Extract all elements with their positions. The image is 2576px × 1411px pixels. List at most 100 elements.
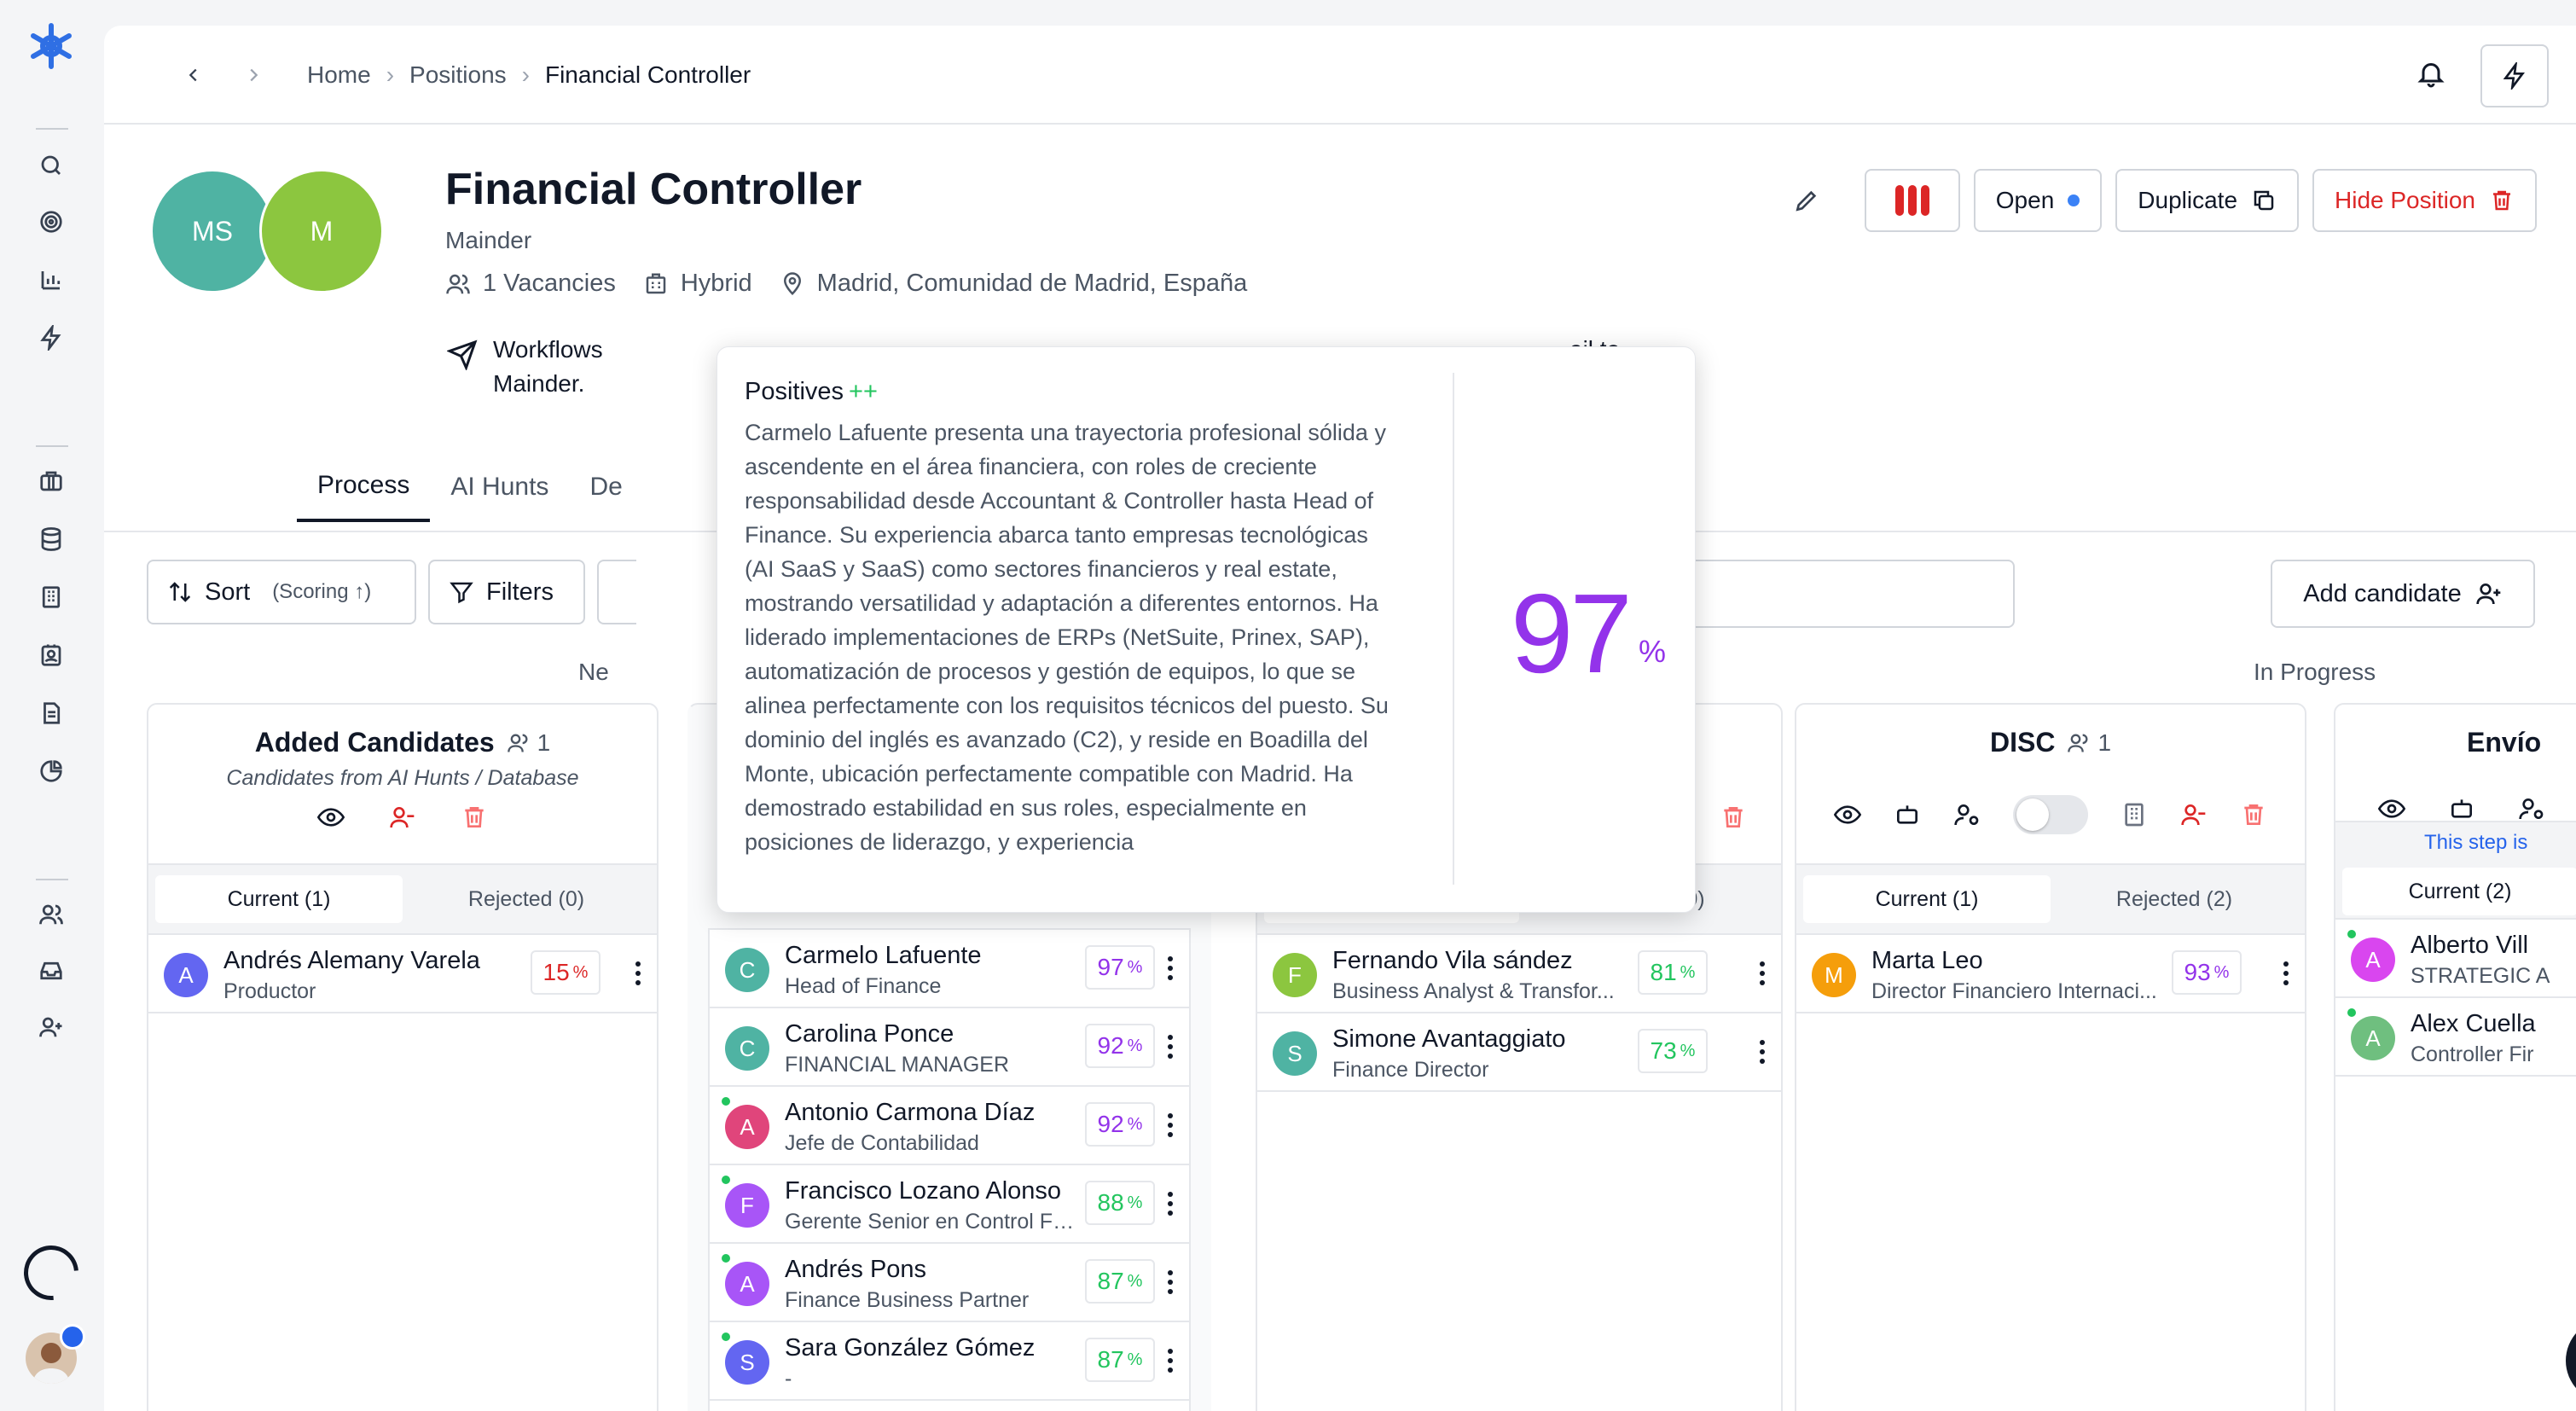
remove-user-icon[interactable]	[2180, 801, 2208, 828]
copy-icon	[2254, 190, 2274, 211]
candidate-role: STRATEGIC A	[2411, 964, 2550, 988]
breadcrumb-home[interactable]: Home	[307, 61, 371, 88]
users-icon	[446, 274, 470, 293]
candidate-row[interactable]: M Marta Leo Director Financiero Internac…	[1796, 935, 2305, 1013]
page-title: Financial Controller	[445, 165, 862, 214]
duplicate-button[interactable]: Duplicate	[2115, 169, 2300, 232]
kebab-menu-icon[interactable]	[2283, 961, 2289, 986]
pipeline-column-envio: Envío This step is Current (2) A Alberto…	[2334, 703, 2576, 1411]
users-icon	[507, 734, 528, 752]
candidate-role: Finance Business Partner	[785, 1288, 1030, 1312]
candidate-row[interactable]: A Antonio Carmona Díaz Jefe de Contabilida…	[710, 1087, 1189, 1165]
candidate-row[interactable]: C Carmelo Lafuente Head of Finance 97%	[710, 930, 1189, 1008]
owner-avatar: M	[259, 169, 384, 293]
candidate-row[interactable]: S Sara González Gómez - 87%	[710, 1322, 1189, 1401]
column-title: DISC	[1989, 727, 2056, 758]
send-icon	[447, 340, 478, 370]
building-icon[interactable]	[36, 582, 67, 613]
tab-rejected[interactable]: Rejected (0)	[467, 886, 585, 911]
column-title: Added Candidates	[254, 727, 495, 758]
breadcrumb-positions[interactable]: Positions	[409, 61, 507, 88]
kebab-menu-icon[interactable]	[1167, 955, 1174, 981]
score-badge: 81%	[1638, 950, 1708, 995]
add-user-icon[interactable]	[36, 1012, 67, 1042]
tab-rejected[interactable]: Rejected (2)	[2115, 886, 2233, 911]
document-icon[interactable]	[36, 698, 67, 729]
status-button[interactable]: Open	[1973, 169, 2103, 232]
pipeline-view-button[interactable]	[1864, 169, 1960, 232]
add-candidate-label: Add candidate	[2303, 579, 2462, 607]
users-icon[interactable]	[36, 899, 67, 930]
candidate-row[interactable]: A Alberto Vill STRATEGIC A	[2335, 920, 2576, 998]
inbox-icon[interactable]	[36, 955, 67, 986]
user-avatar[interactable]	[26, 1333, 77, 1384]
chart-icon[interactable]	[36, 264, 67, 295]
candidate-name: Antonio Carmona Díaz	[785, 1099, 1036, 1126]
back-chevron-icon[interactable]	[164, 66, 223, 84]
tab-current[interactable]: Current (1)	[1803, 875, 2051, 923]
kebab-menu-icon[interactable]	[1167, 1269, 1174, 1295]
database-icon[interactable]	[36, 524, 67, 555]
add-candidate-button[interactable]: Add candidate	[2271, 560, 2535, 628]
candidate-row[interactable]: A Andrés Alemany Varela Productor 15%	[148, 935, 657, 1013]
hide-position-button[interactable]: Hide Position	[2312, 169, 2537, 232]
candidate-role: Gerente Senior en Control Fi...	[785, 1210, 1075, 1234]
trash-icon[interactable]	[2240, 801, 2267, 828]
bell-icon[interactable]	[2416, 56, 2446, 90]
app-logo-icon[interactable]	[26, 20, 77, 72]
kebab-menu-icon[interactable]	[1167, 1112, 1174, 1138]
edit-pencil-icon[interactable]	[1793, 187, 1820, 214]
user-settings-icon[interactable]	[2518, 795, 2545, 822]
candidate-avatar: A	[164, 953, 208, 997]
candidate-name: Simone Avantaggiato	[1332, 1025, 1566, 1053]
tab-current[interactable]: Current (2)	[2342, 868, 2576, 915]
rail-divider	[36, 128, 68, 130]
online-dot	[720, 1252, 732, 1264]
candidate-row[interactable]: F Fernando Vila sández Business Analyst …	[1257, 935, 1781, 1013]
eye-icon[interactable]	[1834, 801, 1861, 828]
auto-toggle[interactable]	[2013, 795, 2088, 834]
target-icon[interactable]	[36, 206, 67, 237]
tab-ai-hunts[interactable]: AI Hunts	[450, 473, 549, 501]
kebab-menu-icon[interactable]	[1759, 961, 1766, 986]
eye-icon[interactable]	[2378, 795, 2405, 822]
trash-icon[interactable]	[461, 804, 488, 831]
candidate-name: Fernando Vila sández	[1332, 947, 1573, 974]
rail-divider	[36, 879, 68, 880]
candidate-row[interactable]: A Andrés Pons Finance Business Partner 87%	[710, 1244, 1189, 1322]
robot-icon[interactable]	[2448, 795, 2475, 822]
pie-chart-icon[interactable]	[36, 756, 67, 787]
contact-card-icon[interactable]	[36, 640, 67, 671]
kebab-menu-icon[interactable]	[1759, 1039, 1766, 1065]
kebab-menu-icon[interactable]	[1167, 1034, 1174, 1060]
current-toggle: Current (2)	[2335, 865, 2576, 920]
sort-button[interactable]: Sort (Scoring ↑)	[147, 560, 416, 624]
filters-button[interactable]: Filters	[428, 560, 585, 624]
kebab-menu-icon[interactable]	[1167, 1348, 1174, 1373]
toolbar-button[interactable]	[597, 560, 636, 624]
candidate-row[interactable]: DDANDAN CHUSenior FP&A81%	[710, 1401, 1189, 1411]
candidate-row[interactable]: S Simone Avantaggiato Finance Director 7…	[1257, 1013, 1781, 1092]
remove-user-icon[interactable]	[389, 804, 416, 831]
robot-icon[interactable]	[1894, 801, 1921, 828]
kebab-menu-icon[interactable]	[635, 961, 641, 986]
quick-actions-button[interactable]	[2480, 44, 2549, 107]
tab-current[interactable]: Current (1)	[155, 875, 403, 923]
kebab-menu-icon[interactable]	[1167, 1191, 1174, 1216]
search-icon[interactable]	[36, 150, 67, 181]
trash-icon[interactable]	[1720, 804, 1747, 831]
tab-process[interactable]: Process	[297, 452, 431, 522]
building-icon[interactable]	[2121, 801, 2148, 828]
popover-divider	[1453, 373, 1454, 885]
tab-details[interactable]: De	[589, 473, 623, 501]
eye-icon[interactable]	[317, 804, 345, 831]
popover-score-unit: %	[1639, 634, 1667, 669]
candidate-row[interactable]: C Carolina Ponce FINANCIAL MANAGER 92%	[710, 1008, 1189, 1087]
bolt-icon[interactable]	[36, 322, 67, 353]
user-settings-icon[interactable]	[1953, 801, 1981, 828]
briefcase-icon[interactable]	[36, 466, 67, 496]
globe-icon[interactable]	[60, 1324, 85, 1350]
candidate-row[interactable]: A Alex Cuella Controller Fir	[2335, 998, 2576, 1077]
forward-chevron-icon[interactable]	[223, 66, 283, 84]
candidate-row[interactable]: F Francisco Lozano Alonso Gerente Senior e…	[710, 1165, 1189, 1244]
